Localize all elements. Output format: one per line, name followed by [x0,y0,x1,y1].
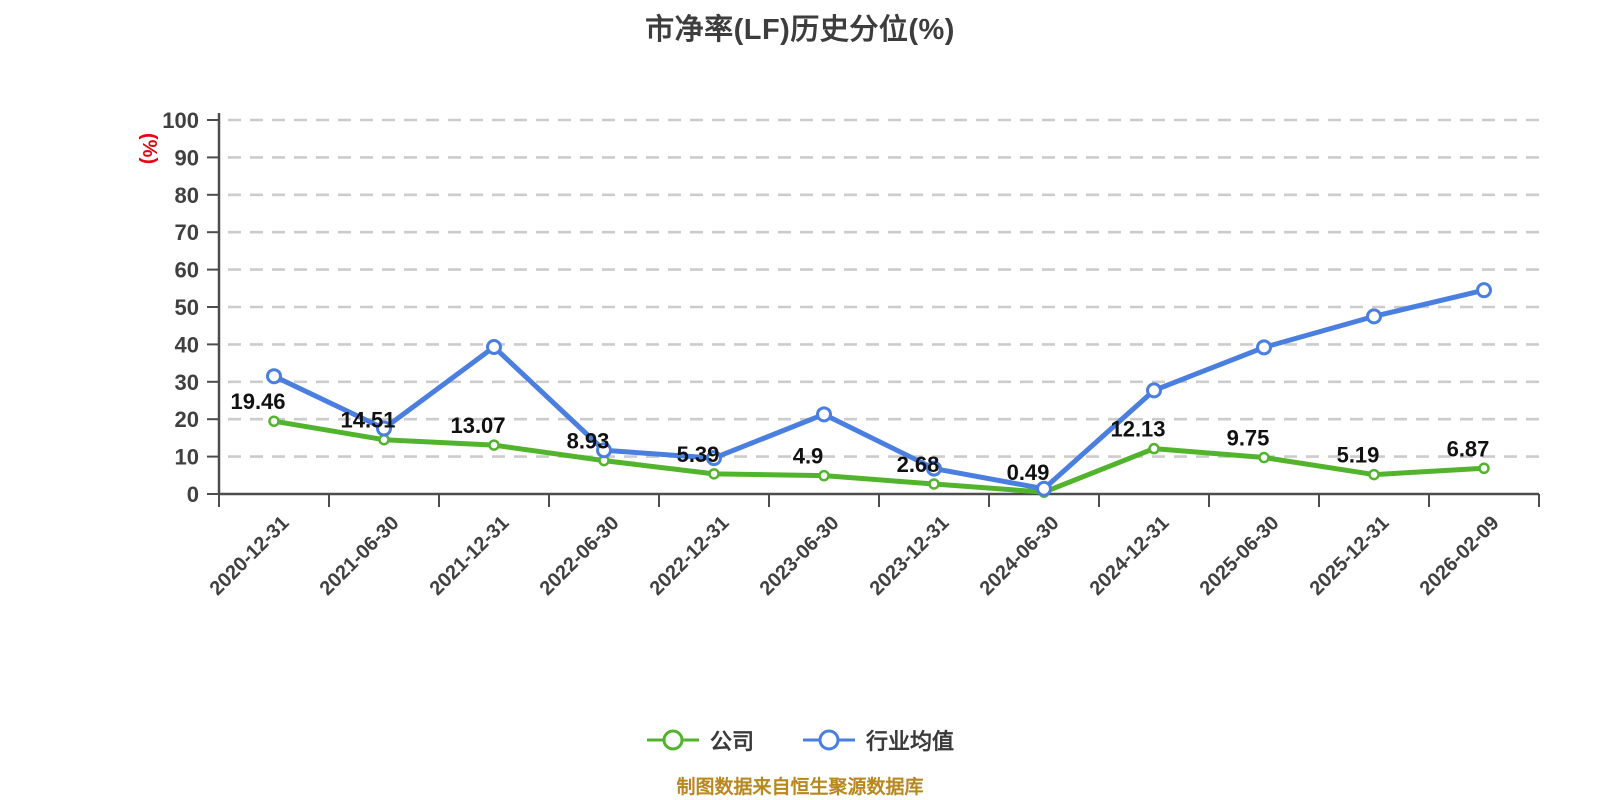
industry-average-data-point[interactable] [1036,480,1052,497]
y-axis-label: 60 [175,258,199,283]
y-axis-label: 50 [175,295,199,320]
x-axis-label: 2025-12-31 [1306,512,1394,600]
y-axis-name: (%) [138,133,160,164]
x-axis-label: 2026-02-09 [1416,512,1504,600]
x-axis-label: 2020-12-31 [206,512,294,600]
industry-average-data-point[interactable] [266,368,282,385]
legend-label-company: 公司 [709,729,754,754]
x-axis-label: 2021-06-30 [316,512,404,600]
company-data-point[interactable] [268,415,280,427]
industry-average-data-point[interactable] [1366,308,1382,325]
data-label: 12.13 [1110,417,1165,442]
x-axis-label: 2024-12-31 [1086,512,1174,600]
company-data-point[interactable] [1258,451,1270,464]
company-data-point[interactable] [488,439,500,451]
y-axis-label: 100 [162,108,199,133]
company-line [271,418,1487,495]
industry-average-data-point[interactable] [816,406,832,423]
company-data-point[interactable] [378,433,390,446]
data-label: 4.9 [793,444,824,469]
y-axis-label: 20 [175,407,199,432]
data-label: 19.46 [230,389,285,414]
industry-average-line [271,287,1487,492]
x-axis-label: 2022-12-31 [646,512,734,600]
industry-average-data-point[interactable] [1146,382,1162,399]
y-axis-label: 80 [175,183,199,208]
company-data-point[interactable] [1478,462,1490,475]
legend: 公司 行业均值 [0,724,1600,756]
x-axis-label: 2024-06-30 [976,512,1064,600]
y-axis-label: 40 [175,332,199,357]
y-axis-label: 90 [175,145,199,170]
x-axis-label: 2023-06-30 [756,512,844,600]
legend-item-industry-average[interactable]: 行业均值 [802,724,954,756]
industry-legend-marker-icon [803,729,855,751]
data-source-caption: 制图数据来自恒生聚源数据库 [676,777,924,798]
company-data-point[interactable] [708,468,720,480]
legend-label-industry-average: 行业均值 [866,729,955,754]
industry-average-data-point[interactable] [596,442,612,459]
company-data-point[interactable] [818,469,830,482]
y-axis-label: 70 [175,220,199,245]
industry-average-data-point[interactable] [706,450,722,467]
y-axis-label: 30 [175,370,199,395]
x-axis-label: 2023-12-31 [866,512,954,600]
data-label: 2.68 [897,452,940,477]
data-label: 5.39 [677,442,720,467]
data-label: 0.49 [1007,460,1050,485]
y-axis-label: 0 [187,482,199,507]
x-axis-label: 2022-06-30 [536,512,624,600]
company-data-point[interactable] [1368,468,1380,481]
chart-title: 市净率(LF)历史分位(%) [645,14,955,46]
industry-average-data-point[interactable] [926,460,942,477]
industry-average-data-point[interactable] [1476,282,1492,299]
x-axis-label: 2025-06-30 [1196,512,1284,600]
y-axis-label: 10 [175,445,199,470]
legend-item-company[interactable]: 公司 [646,724,754,756]
data-label: 9.75 [1227,426,1270,451]
company-data-point[interactable] [1148,442,1160,455]
company-legend-marker-icon [646,729,699,751]
data-label: 6.87 [1447,436,1490,461]
data-label: 14.51 [340,408,395,433]
industry-average-data-point[interactable] [376,420,392,437]
x-axis-label: 2021-12-31 [426,512,514,600]
data-label: 13.07 [450,413,505,438]
data-label: 8.93 [567,429,610,454]
data-label: 5.19 [1337,443,1380,468]
industry-average-data-point[interactable] [1256,339,1272,356]
company-data-point[interactable] [928,478,940,490]
industry-average-data-point[interactable] [486,339,502,356]
